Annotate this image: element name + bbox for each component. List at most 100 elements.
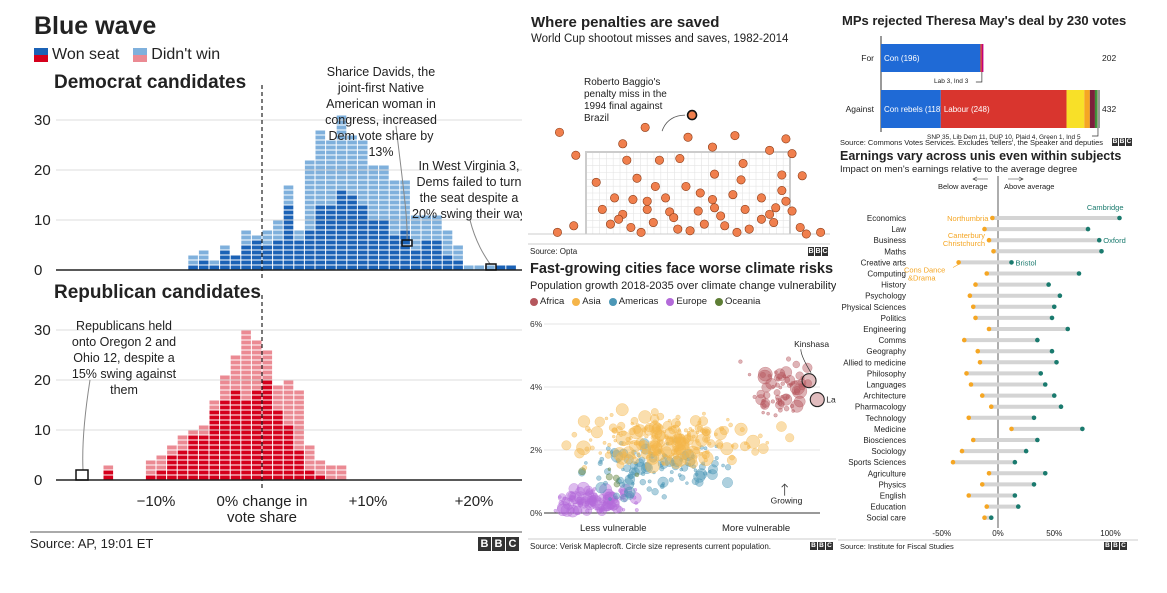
bar-won-block	[304, 250, 315, 255]
bar-lost-block	[230, 380, 241, 385]
city-point	[577, 415, 591, 428]
bar-won-block	[209, 465, 220, 470]
bar-won-block	[453, 265, 463, 270]
city-point	[596, 475, 602, 481]
bar-won-block	[262, 410, 273, 415]
bar-won-block	[410, 265, 421, 270]
bar-won-block	[273, 430, 283, 435]
bar-lost-block	[379, 200, 389, 205]
y-tick-label: 0%	[530, 508, 543, 518]
bar-won-block	[241, 405, 251, 410]
penalty-point	[648, 218, 658, 228]
bar-lost-block	[198, 255, 209, 260]
bar-won-block	[294, 455, 304, 460]
bar-won-block	[283, 430, 294, 435]
city-point	[761, 382, 772, 393]
bar-won-block	[273, 260, 283, 265]
growing-label: Growing	[771, 496, 803, 506]
bar-lost-block	[410, 230, 421, 235]
vote-segment	[940, 90, 1067, 128]
kinshasa-point	[801, 373, 817, 389]
city-point	[615, 403, 629, 417]
bar-won-block	[389, 235, 400, 240]
subject-label: Geography	[866, 347, 906, 356]
city-point	[578, 501, 584, 507]
city-point	[667, 426, 673, 432]
bar-won-block	[347, 265, 357, 270]
city-point	[590, 426, 603, 439]
city-point	[585, 508, 590, 513]
city-point	[701, 451, 710, 459]
bar-lost-block	[326, 160, 336, 165]
bar-lost-block	[442, 250, 453, 255]
university-label: &Drama	[908, 274, 936, 283]
bar-won-block	[506, 265, 516, 270]
city-point	[611, 427, 618, 434]
bar-won-block	[326, 225, 336, 230]
city-point	[729, 454, 735, 461]
legend-americas-dot	[608, 297, 617, 306]
bar-lost-block	[368, 175, 379, 180]
city-point	[594, 416, 605, 427]
bar-won-block	[347, 205, 357, 210]
city-point	[589, 445, 595, 451]
bar-lost-block	[251, 365, 262, 370]
penalty-point	[777, 186, 787, 196]
bar-won-block	[432, 260, 442, 265]
bar-won-block	[262, 455, 273, 460]
bar-lost-block	[145, 465, 156, 470]
bar-won-block	[304, 255, 315, 260]
city-point	[576, 496, 582, 501]
bar-won-block	[326, 220, 336, 225]
bar-won-block	[230, 395, 241, 400]
bar-won-block	[336, 210, 347, 215]
city-point	[613, 492, 620, 500]
bar-won-block	[230, 405, 241, 410]
bar-won-block	[347, 250, 357, 255]
below-arrow	[972, 176, 988, 182]
bar-won-block	[251, 460, 262, 465]
penalty-point	[710, 203, 720, 213]
bar-lost-block	[357, 165, 368, 170]
bar-lost-block	[432, 220, 442, 225]
bar-lost-block	[326, 165, 336, 170]
bar-lost-block	[294, 430, 304, 435]
bar-lost-block	[304, 165, 315, 170]
bar-lost-block	[156, 460, 167, 465]
bar-won-block	[326, 230, 336, 235]
bar-won-block	[273, 475, 283, 480]
bar-lost-block	[294, 390, 304, 395]
penalty-point	[740, 204, 750, 214]
bar-won-block	[241, 410, 251, 415]
city-point	[789, 382, 793, 387]
bar-won-block	[379, 260, 389, 265]
city-point	[790, 403, 795, 409]
city-point	[714, 456, 719, 461]
bar-lost-block	[241, 365, 251, 370]
lagos-point	[809, 392, 825, 408]
bar-won-block	[241, 445, 251, 450]
bar-lost-block	[442, 230, 453, 235]
bar-won-block	[326, 205, 336, 210]
bar-won-block	[262, 470, 273, 475]
bar-won-block	[251, 420, 262, 425]
low-point	[1009, 426, 1014, 432]
bar-won-block	[294, 465, 304, 470]
subject-label: Economics	[867, 214, 906, 223]
city-point	[701, 429, 708, 435]
bar-won-block	[220, 405, 230, 410]
university-label: Cambridge	[1087, 203, 1124, 212]
penalty-point	[569, 221, 579, 231]
bar-lost-block	[357, 155, 368, 160]
penalty-point	[781, 134, 791, 144]
bar-lost-block	[304, 170, 315, 175]
bar-won-block	[188, 265, 198, 270]
climate-subtitle: Population growth 2018-2035 over climate…	[530, 280, 836, 292]
bar-lost-block	[485, 265, 495, 270]
climate-xlabel-left: Less vulnerable	[580, 523, 647, 534]
city-point	[702, 435, 711, 443]
bar-lost-block	[389, 225, 400, 230]
bar-lost-block	[241, 375, 251, 380]
bar-won-block	[283, 475, 294, 480]
city-point	[669, 459, 676, 467]
